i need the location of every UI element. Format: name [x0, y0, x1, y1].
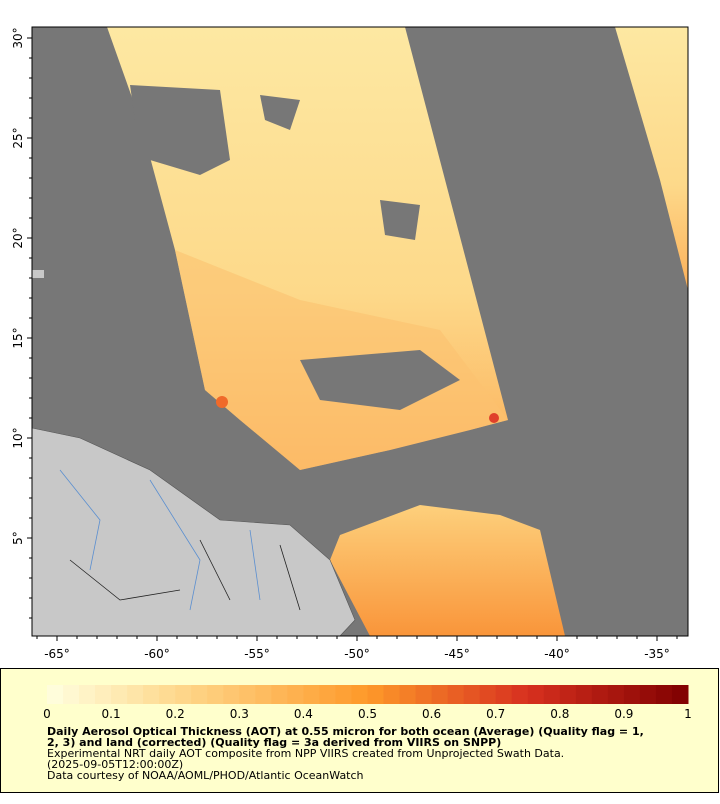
borders	[69, 539, 301, 611]
caption-line: Data courtesy of NOAA/AOML/PHOD/Atlantic…	[47, 769, 364, 782]
colorbar-tick-label: 0.5	[358, 707, 377, 721]
colorbar-cell	[367, 685, 385, 704]
colorbar-cell	[351, 685, 368, 704]
caption-title: 2, 3) and land (corrected) (Quality flag…	[47, 736, 501, 749]
colorbar-cell	[95, 685, 112, 704]
colorbar-cell	[175, 685, 192, 704]
colorbar-tick-label: 0	[43, 707, 51, 721]
colorbar-cell	[479, 685, 497, 704]
colorbar-tick-label: 0.1	[102, 707, 121, 721]
colorbar-cell	[303, 685, 320, 704]
colorbar-cell	[415, 685, 433, 704]
colorbar-cell	[239, 685, 256, 704]
colorbar-cell	[127, 685, 144, 704]
y-tick-label: 10°	[11, 427, 25, 448]
x-tick-label: -60°	[144, 647, 170, 661]
colorbar-cell	[47, 685, 64, 704]
colorbar: 0 0.1 0.2 0.3 0.4 0.5 0.6 0.7 0.8 0.9 1	[43, 685, 692, 721]
colorbar-tick-label: 0.6	[422, 707, 441, 721]
y-tick-label: 30°	[11, 27, 25, 48]
colorbar-cell	[319, 685, 336, 704]
caption-line: Experimental NRT daily AOT composite fro…	[47, 747, 564, 760]
colorbar-cell	[623, 685, 641, 704]
colorbar-cell	[527, 685, 545, 704]
data-gap	[260, 95, 300, 130]
colorbar-cell	[399, 685, 417, 704]
land	[32, 427, 356, 636]
y-tick-label: 20°	[11, 227, 25, 248]
colorbar-cell	[143, 685, 160, 704]
colorbar-cell	[383, 685, 401, 704]
colorbar-cell	[671, 685, 689, 704]
colorbar-cell	[543, 685, 561, 704]
swath	[330, 505, 565, 636]
colorbar-tick-label: 0.3	[230, 707, 249, 721]
x-tick-label: -55°	[244, 647, 270, 661]
x-tick-label: -40°	[544, 647, 570, 661]
data-gap	[130, 85, 230, 175]
colorbar-cell	[207, 685, 224, 704]
x-tick-label: -45°	[444, 647, 470, 661]
caption-title: Daily Aerosol Optical Thickness (AOT) at…	[47, 725, 644, 738]
colorbar-cell	[639, 685, 657, 704]
colorbar-tick-label: 1	[684, 707, 692, 721]
colorbar-tick-label: 0.9	[614, 707, 633, 721]
colorbar-cell	[159, 685, 176, 704]
colorbar-cell	[255, 685, 272, 704]
colorbar-cell	[495, 685, 513, 704]
colorbar-cell	[655, 685, 673, 704]
colorbar-cell	[287, 685, 304, 704]
swath	[615, 27, 688, 290]
caption-line: (2025-09-05T12:00:00Z)	[47, 758, 183, 771]
colorbar-cell	[335, 685, 352, 704]
colorbar-cell	[271, 685, 288, 704]
colorbar-cell	[591, 685, 609, 704]
map-frame	[31, 26, 689, 637]
y-tick-label: 25°	[11, 127, 25, 148]
colorbar-cell	[463, 685, 481, 704]
high-aot	[216, 396, 228, 408]
colorbar-cell	[607, 685, 625, 704]
colorbar-tick-label: 0.7	[486, 707, 505, 721]
rivers	[59, 469, 261, 611]
x-tick-label: -65°	[44, 647, 70, 661]
colorbar-cell	[223, 685, 240, 704]
colorbar-cell	[191, 685, 208, 704]
colorbar-cell	[79, 685, 96, 704]
colorbar-cell	[511, 685, 529, 704]
colorbar-cell	[447, 685, 465, 704]
colorbar-tick-label: 0.2	[166, 707, 185, 721]
x-tick-label: -35°	[644, 647, 670, 661]
colorbar-tick-label: 0.4	[294, 707, 313, 721]
colorbar-tick-label: 0.8	[550, 707, 569, 721]
y-tick-label: 15°	[11, 327, 25, 348]
data-gap	[300, 350, 460, 410]
colorbar-cell	[63, 685, 80, 704]
colorbar-cell	[431, 685, 449, 704]
colorbar-cell	[575, 685, 593, 704]
x-tick-label: -50°	[344, 647, 370, 661]
colorbar-cell	[111, 685, 128, 704]
colorbar-cell	[559, 685, 577, 704]
data-gap	[380, 200, 420, 240]
y-tick-label: 5°	[11, 531, 25, 545]
high-aot	[489, 413, 499, 423]
island	[32, 270, 44, 278]
map-area	[32, 27, 688, 636]
